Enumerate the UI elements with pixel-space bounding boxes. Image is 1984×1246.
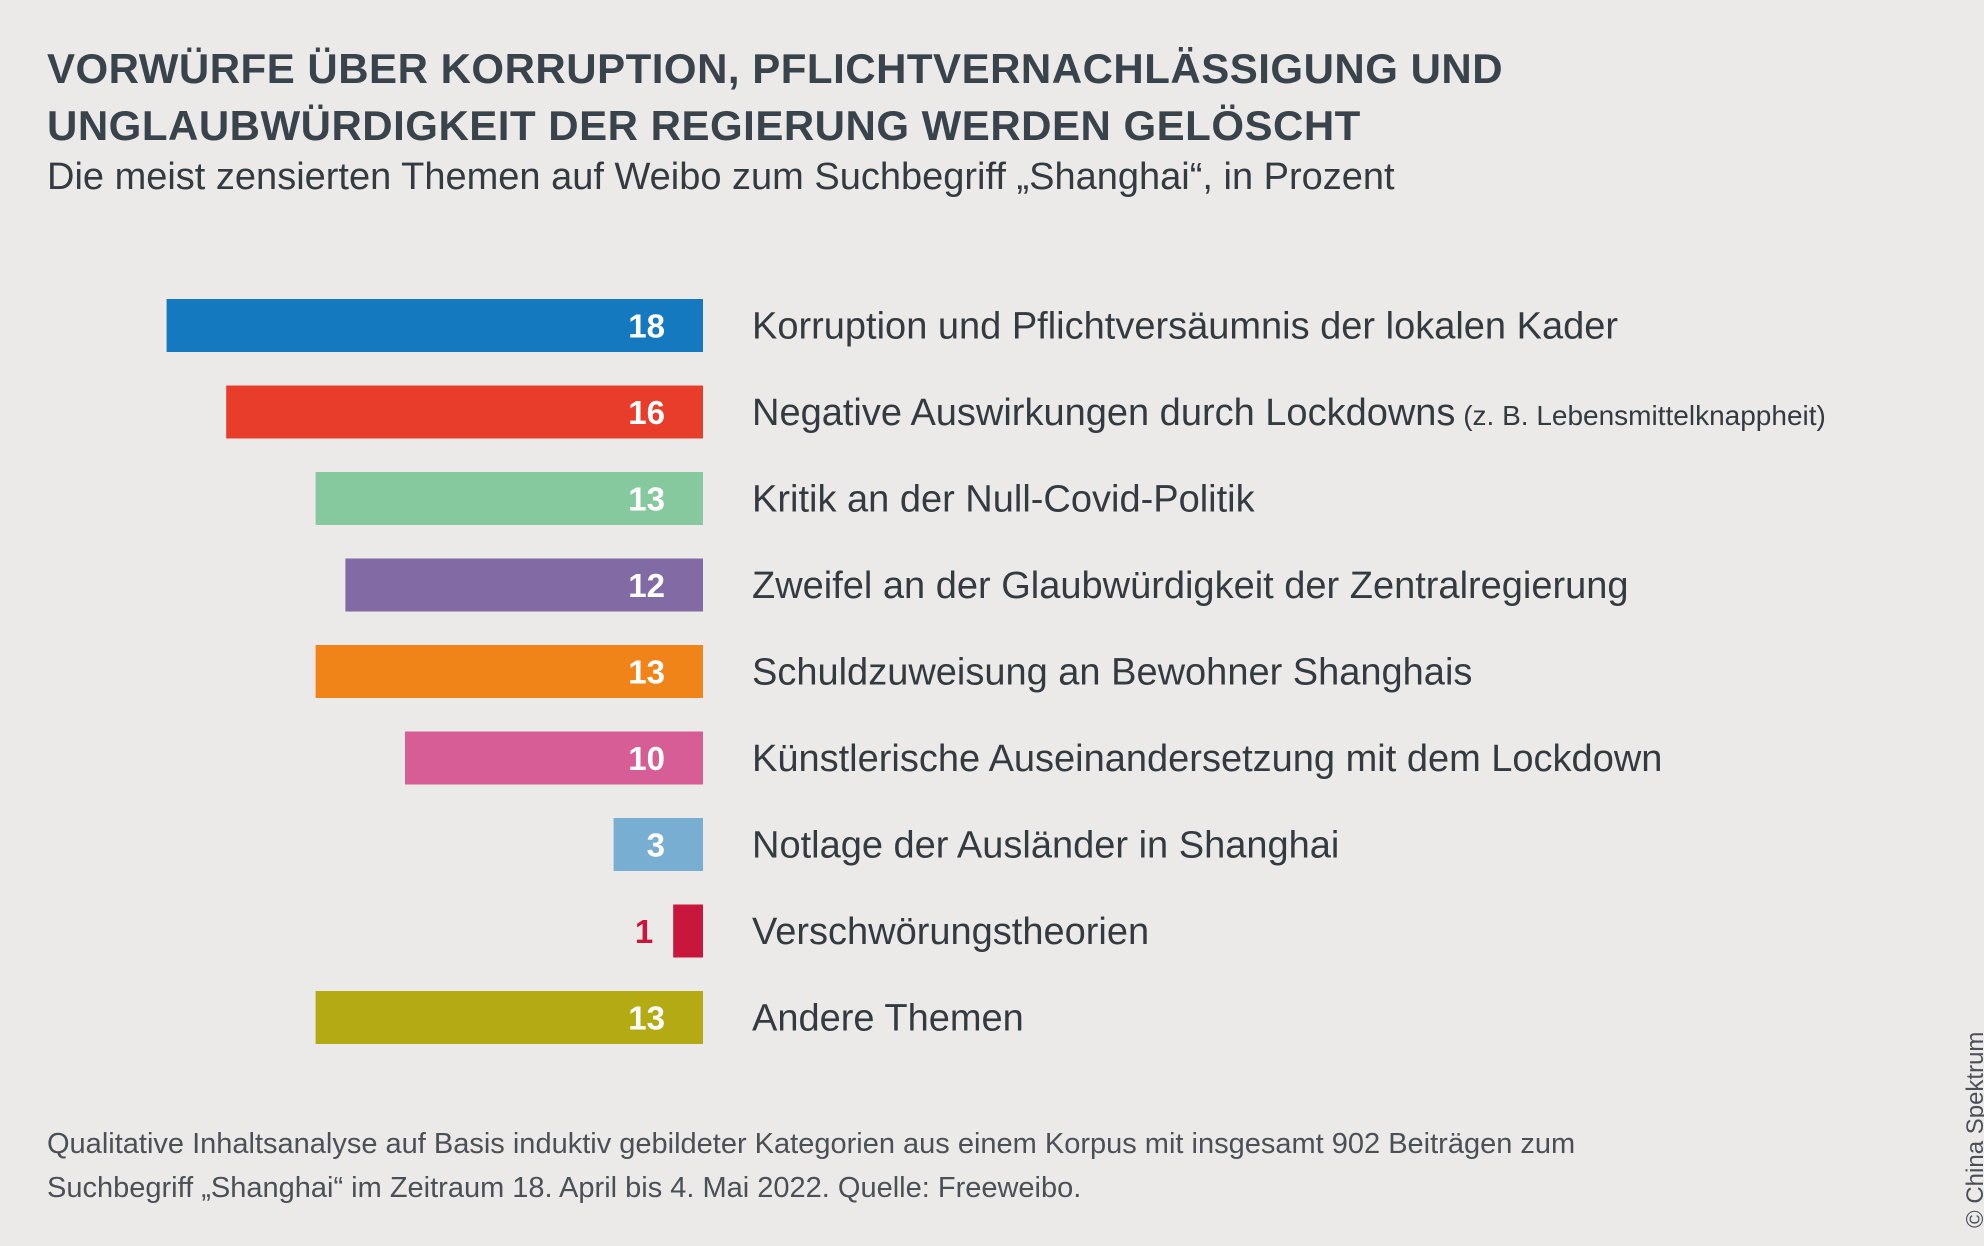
bar-value-label-9: 13 (628, 1000, 665, 1037)
bar-4 (345, 558, 703, 612)
category-label-5: Schuldzuweisung an Bewohner Shanghais (752, 652, 1472, 694)
bar-7 (613, 818, 703, 871)
category-label-2: Negative Auswirkungen durch Lockdowns (z… (752, 392, 1826, 434)
category-label-1: Korruption und Pflichtversäumnis der lok… (752, 306, 1618, 348)
bar-chart: 18 Korruption und Pflichtversäumnis der l… (166, 299, 1826, 1044)
category-label-4: Zweifel an der Glaubwürdigkeit der Zentr… (752, 565, 1629, 607)
bar-value-label-7: 3 (647, 827, 665, 864)
bar-value-label-8: 1 (635, 913, 653, 950)
bar-2 (226, 385, 703, 439)
category-note-2: (z. B. Lebensmittelknappheit) (1455, 400, 1825, 431)
bar-value-label-1: 18 (628, 308, 665, 345)
bar-value-label-6: 10 (628, 740, 665, 777)
bar-8 (673, 904, 703, 958)
chart-title-line-2: UNGLAUBWÜRDIGKEIT DER REGIERUNG WERDEN G… (47, 102, 1361, 149)
chart-title-line-1: VORWÜRFE ÜBER KORRUPTION, PFLICHTVERNACH… (47, 45, 1504, 92)
category-label-3: Kritik an der Null-Covid-Politik (752, 479, 1256, 521)
bar-5 (315, 645, 703, 698)
bar-9 (315, 991, 703, 1044)
bar-6 (405, 731, 703, 785)
category-label-9: Andere Themen (752, 998, 1024, 1040)
bar-value-label-5: 13 (628, 654, 665, 691)
copyright-notice: © China Spektrum (1962, 1031, 1984, 1228)
bar-value-label-2: 16 (628, 394, 665, 431)
chart-subtitle: Die meist zensierten Themen auf Weibo zu… (47, 156, 1395, 198)
chart-title: VORWÜRFE ÜBER KORRUPTION, PFLICHTVERNACH… (47, 40, 1747, 154)
category-label-8: Verschwörungstheorien (752, 911, 1149, 953)
category-label-7: Notlage der Ausländer in Shanghai (752, 825, 1339, 867)
bar-1 (166, 299, 704, 352)
footnote-line-1: Qualitative Inhaltsanalyse auf Basis ind… (47, 1128, 1576, 1160)
footnote: Qualitative Inhaltsanalyse auf Basis ind… (47, 1122, 1747, 1210)
footnote-line-2: Suchbegriff „Shanghai“ im Zeitraum 18. A… (47, 1172, 1082, 1204)
bar-value-label-4: 12 (628, 567, 665, 604)
bar-value-label-3: 13 (628, 481, 665, 518)
bar-3 (315, 472, 703, 525)
category-label-6: Künstlerische Auseinandersetzung mit dem… (752, 738, 1662, 780)
